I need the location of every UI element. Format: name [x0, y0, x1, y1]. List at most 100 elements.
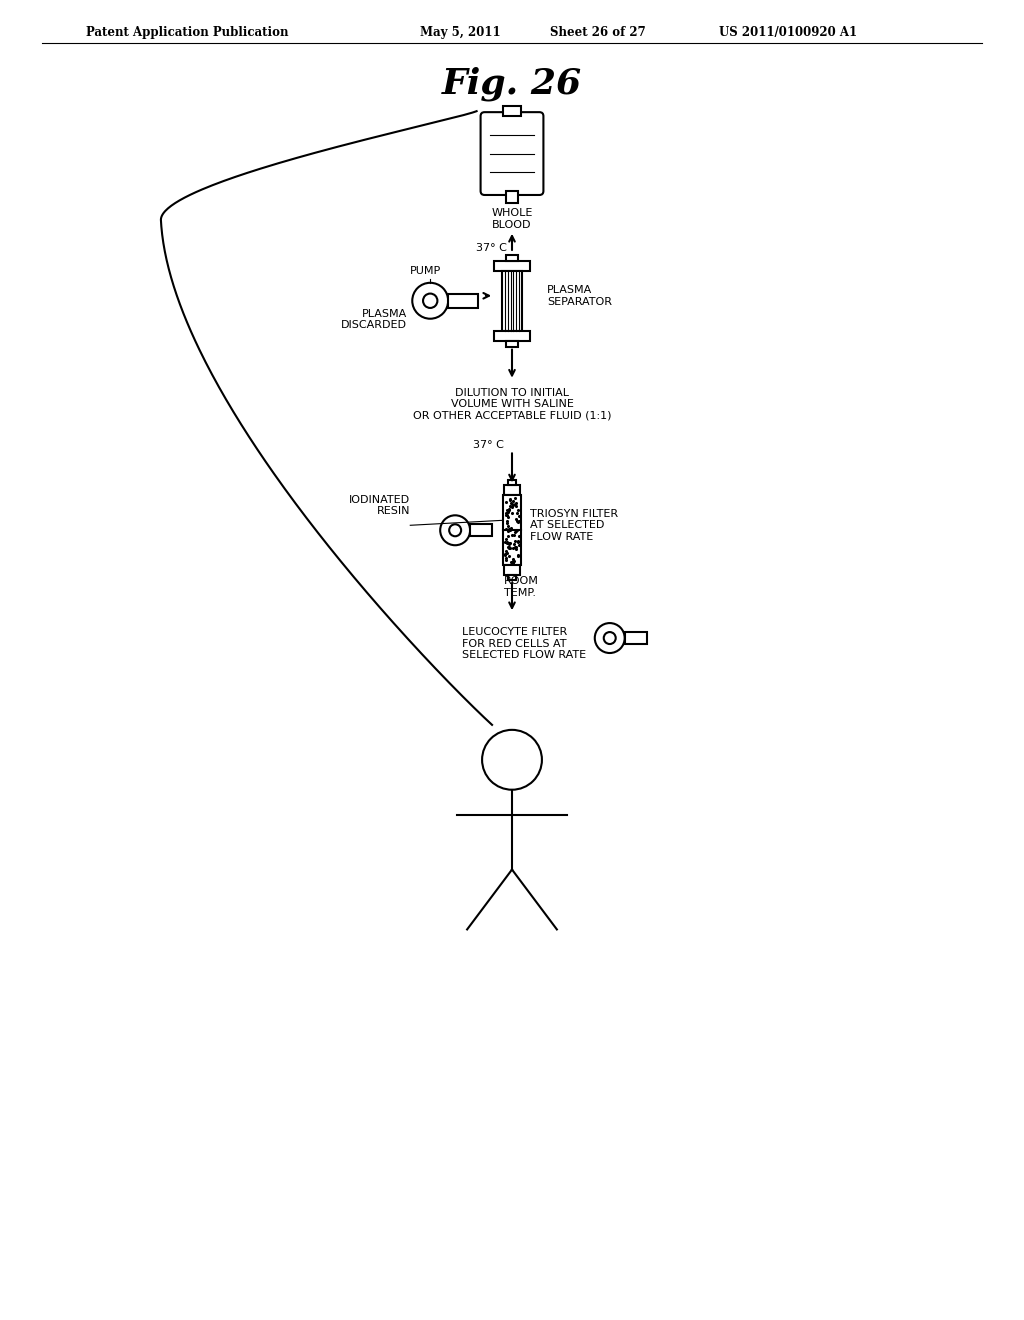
Point	[504, 524, 520, 545]
Point	[498, 491, 514, 512]
Point	[499, 499, 515, 520]
Point	[507, 531, 523, 552]
Bar	[506, 341, 518, 347]
Circle shape	[482, 730, 542, 789]
Point	[499, 531, 515, 552]
Point	[501, 537, 517, 558]
Circle shape	[413, 282, 449, 318]
Point	[500, 516, 516, 537]
Point	[498, 529, 514, 550]
Point	[501, 533, 517, 554]
Point	[499, 504, 515, 525]
Bar	[625, 632, 646, 644]
Text: TRIOSYN FILTER
AT SELECTED
FLOW RATE: TRIOSYN FILTER AT SELECTED FLOW RATE	[530, 508, 618, 543]
Point	[504, 496, 520, 517]
Point	[510, 525, 526, 546]
Point	[500, 502, 516, 523]
Point	[498, 532, 514, 553]
Point	[506, 550, 522, 572]
Point	[510, 545, 526, 566]
Point	[510, 512, 526, 533]
Point	[503, 550, 519, 572]
Point	[498, 503, 514, 524]
Text: PLASMA
SEPARATOR: PLASMA SEPARATOR	[547, 285, 612, 306]
Point	[505, 533, 521, 554]
Point	[499, 532, 515, 553]
Point	[500, 525, 516, 546]
Point	[507, 494, 523, 515]
Point	[511, 535, 527, 556]
Point	[507, 537, 523, 558]
Point	[501, 532, 517, 553]
Point	[504, 503, 520, 524]
Point	[510, 532, 526, 553]
Bar	[508, 576, 516, 581]
Bar	[494, 331, 530, 341]
Point	[508, 539, 524, 560]
Point	[506, 524, 522, 545]
Point	[508, 492, 524, 513]
Point	[501, 545, 517, 566]
Point	[501, 500, 517, 521]
Text: Sheet 26 of 27: Sheet 26 of 27	[550, 26, 646, 40]
Circle shape	[423, 293, 437, 308]
Point	[499, 511, 515, 532]
Point	[510, 511, 526, 532]
Bar	[508, 480, 516, 486]
Point	[503, 492, 519, 513]
Text: PUMP: PUMP	[410, 265, 441, 276]
Bar	[503, 106, 521, 116]
Point	[501, 499, 517, 520]
Circle shape	[450, 524, 461, 536]
Bar	[449, 294, 478, 308]
Point	[502, 496, 518, 517]
Point	[510, 506, 526, 527]
Bar	[470, 524, 493, 536]
Point	[500, 519, 516, 540]
Circle shape	[440, 515, 470, 545]
Point	[501, 536, 517, 557]
Bar	[502, 271, 522, 331]
Point	[502, 488, 518, 510]
Point	[509, 511, 525, 532]
Point	[505, 491, 521, 512]
Point	[507, 487, 523, 508]
Point	[499, 512, 515, 533]
Point	[500, 507, 516, 528]
Point	[508, 520, 524, 541]
Text: PLASMA
DISCARDED: PLASMA DISCARDED	[341, 309, 408, 330]
Point	[500, 520, 516, 541]
Text: Fig. 26: Fig. 26	[442, 66, 582, 100]
Point	[510, 545, 526, 566]
Circle shape	[595, 623, 625, 653]
Point	[498, 549, 514, 570]
Bar	[506, 191, 518, 203]
Point	[509, 503, 525, 524]
Point	[502, 490, 518, 511]
Text: US 2011/0100920 A1: US 2011/0100920 A1	[720, 26, 857, 40]
Text: DILUTION TO INITIAL
VOLUME WITH SALINE
OR OTHER ACCEPTABLE FLUID (1:1): DILUTION TO INITIAL VOLUME WITH SALINE O…	[413, 388, 611, 421]
Bar	[504, 486, 520, 495]
Point	[498, 504, 514, 525]
Point	[508, 495, 524, 516]
Point	[505, 548, 521, 569]
Text: 37° C: 37° C	[473, 441, 504, 450]
Point	[509, 531, 525, 552]
Point	[497, 545, 513, 566]
Text: May 5, 2011: May 5, 2011	[420, 26, 501, 40]
FancyBboxPatch shape	[480, 112, 544, 195]
Point	[508, 520, 524, 541]
Point	[505, 537, 521, 558]
Point	[502, 537, 518, 558]
Text: WHOLE
BLOOD: WHOLE BLOOD	[492, 209, 532, 230]
Point	[507, 521, 523, 543]
Point	[502, 533, 518, 554]
Point	[505, 550, 521, 572]
Point	[508, 520, 524, 541]
Point	[500, 543, 516, 564]
Point	[502, 519, 518, 540]
Text: ROOM
TEMP.: ROOM TEMP.	[504, 577, 539, 598]
Point	[503, 517, 519, 539]
Text: 37° C: 37° C	[476, 243, 507, 253]
Bar	[503, 495, 521, 565]
